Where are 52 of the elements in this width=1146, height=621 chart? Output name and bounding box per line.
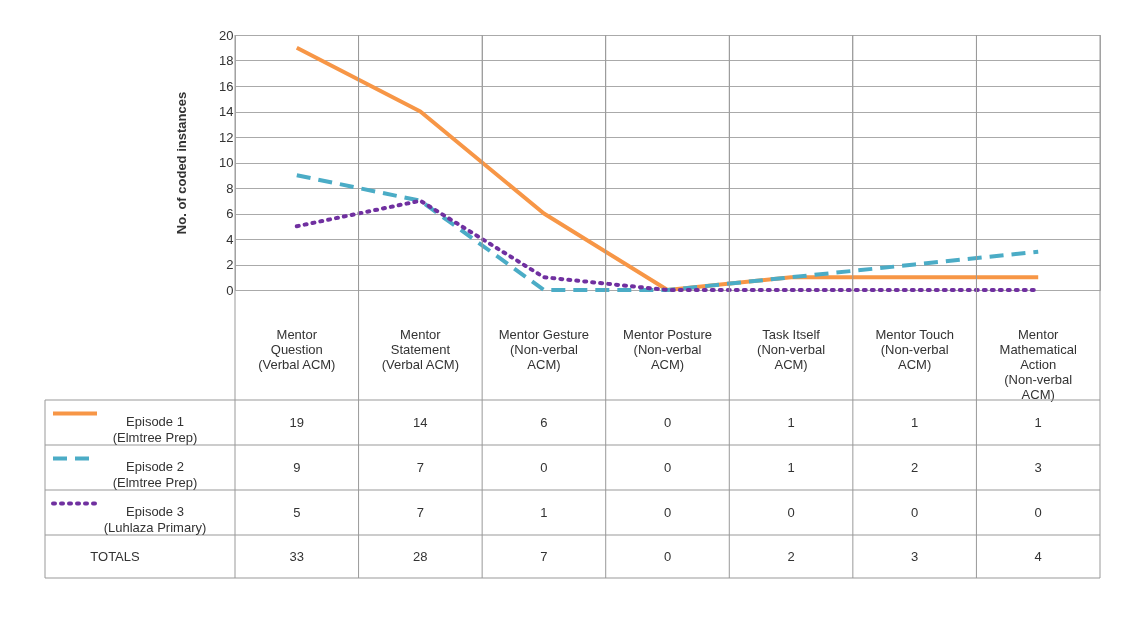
legend-label: Episode 3 (Luhlaza Primary): [103, 503, 207, 535]
y-tick-label: 4: [226, 231, 234, 247]
y-tick-label: 16: [219, 78, 234, 94]
x-tick-label: Mentor Mathematical Action (Non-verbal ACM): [999, 327, 1077, 402]
data-label: 6: [540, 414, 548, 430]
data-label: 3: [1034, 459, 1042, 475]
text: 2: [787, 548, 795, 564]
x-tick-label: Mentor Touch (Non-verbal ACM): [875, 327, 954, 372]
text: 7: [540, 548, 548, 564]
x-tick-label: Mentor Question (Verbal ACM): [258, 327, 336, 372]
data-label: 14: [413, 414, 428, 430]
data-label: 0: [663, 504, 672, 520]
text: 0: [663, 548, 672, 564]
data-label: 7: [416, 504, 424, 520]
x-tick-label: Mentor Posture (Non-verbal ACM): [623, 327, 712, 372]
text: 28: [413, 548, 428, 564]
data-label: 5: [293, 504, 301, 520]
text: TOTALS: [90, 548, 141, 564]
data-label: 0: [540, 459, 548, 475]
data-label: 0: [911, 504, 919, 520]
y-tick-label: 6: [226, 206, 234, 221]
data-label: 1: [1034, 414, 1042, 430]
text: 4: [1034, 548, 1042, 564]
x-tick-label: Mentor Statement (Verbal ACM): [381, 327, 460, 372]
y-tick-label: 18: [219, 53, 234, 68]
x-tick-label: Mentor Gesture (Non-verbal ACM): [498, 327, 590, 372]
y-tick-label: 8: [226, 180, 234, 196]
y-tick-label: 0: [226, 282, 234, 298]
x-tick-label: Task Itself (Non-verbal ACM): [757, 327, 826, 372]
data-label: 1: [911, 414, 919, 430]
y-tick-label: 12: [219, 129, 234, 145]
text: 3: [911, 548, 919, 564]
y-tick-label: 10: [219, 155, 234, 170]
data-label: 2: [911, 459, 919, 475]
data-label: 1: [787, 459, 795, 475]
legend-label: Episode 2 (Elmtree Prep): [112, 458, 198, 490]
y-tick-label: 20: [219, 27, 234, 43]
legend-label: Episode 1 (Elmtree Prep): [112, 413, 198, 445]
data-label: 0: [1034, 504, 1042, 520]
data-label: 0: [787, 504, 795, 520]
data-label: 1: [787, 414, 795, 430]
data-label: 0: [663, 459, 672, 475]
y-axis-title: No. of coded instances: [174, 91, 190, 235]
data-label: 0: [663, 414, 672, 430]
y-tick-label: 2: [226, 257, 234, 272]
data-label: 9: [293, 459, 301, 475]
data-label: 19: [289, 414, 305, 430]
data-label: 7: [416, 459, 424, 475]
line-series: [294, 173, 1041, 292]
y-tick-label: 14: [219, 104, 234, 119]
text: 33: [289, 548, 305, 564]
data-label: 1: [540, 504, 548, 520]
